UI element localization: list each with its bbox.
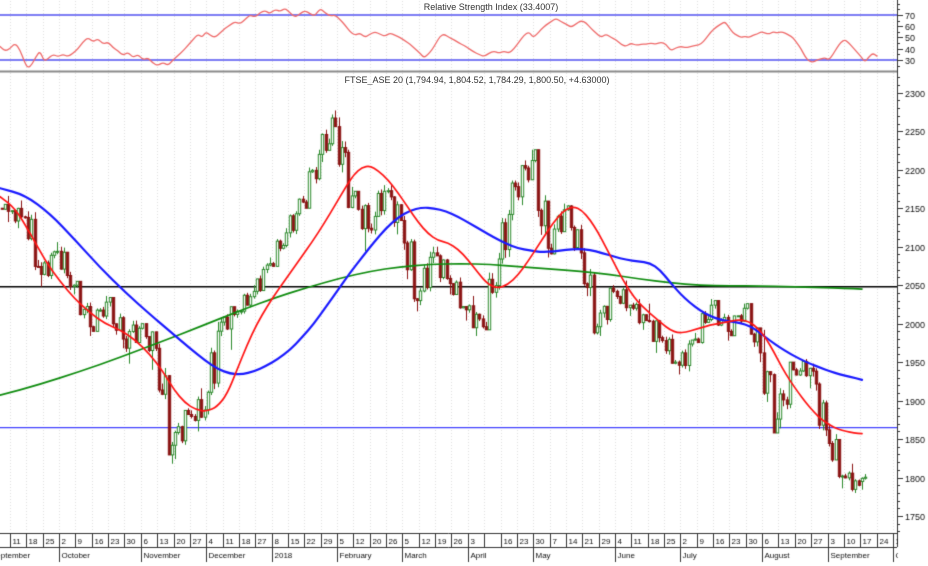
- rsi-panel-title: Relative Strength Index (33.4007): [423, 2, 559, 12]
- price-panel-title: FTSE_ASE 20 (1,794.94, 1,804.52, 1,784.2…: [344, 75, 610, 85]
